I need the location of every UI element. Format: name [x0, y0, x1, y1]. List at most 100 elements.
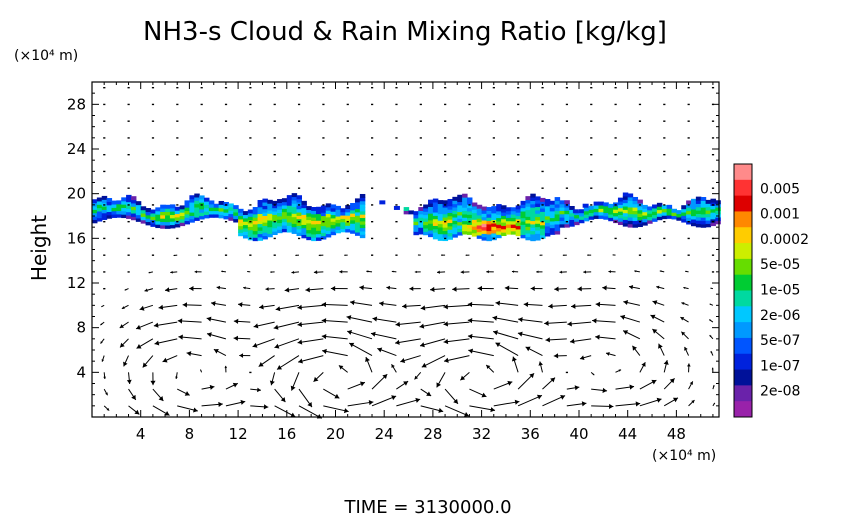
wind-vector — [395, 220, 398, 223]
y-axis-unit: (×10⁴ m) — [14, 48, 78, 64]
cloud-cell — [281, 224, 288, 229]
wind-vector — [614, 170, 617, 173]
cloud-cell — [491, 212, 497, 217]
cloud-cell — [510, 224, 517, 228]
cloud-cell — [160, 211, 166, 216]
wind-vector — [273, 321, 300, 329]
cloud-cell — [228, 203, 234, 208]
cloud-cell — [291, 196, 298, 201]
cloud-cell — [423, 207, 429, 212]
cloud-cell — [335, 222, 341, 227]
wind-vector — [273, 237, 276, 240]
cloud-cell — [466, 200, 473, 205]
wind-vector-head — [120, 342, 125, 348]
cloud-cell — [491, 232, 497, 237]
wind-vector-head — [321, 318, 327, 324]
wind-vector — [346, 204, 349, 206]
cloud-cell — [437, 213, 444, 218]
wind-vector — [517, 103, 520, 106]
cloud-cell — [126, 204, 132, 209]
wind-vector — [151, 220, 155, 223]
cloud-cell — [554, 220, 561, 225]
cloud-cell — [647, 209, 653, 214]
cloud-cell — [520, 224, 527, 229]
wind-vector — [468, 237, 471, 240]
y-tick-label: 28 — [67, 95, 86, 113]
wind-vector-head — [669, 378, 675, 384]
cloud-cell — [106, 198, 113, 202]
wind-vector — [541, 120, 544, 122]
cloud-cell — [223, 212, 229, 217]
wind-vector-head — [592, 373, 595, 376]
cloud-cell — [535, 236, 541, 241]
wind-vector — [711, 271, 715, 273]
cloud-cell — [354, 201, 361, 206]
cloud-cell — [340, 221, 346, 226]
cloud-cell — [715, 206, 721, 211]
wind-vector — [276, 355, 300, 370]
wind-vector — [224, 86, 228, 89]
wind-vector — [249, 220, 252, 223]
wind-vector-head — [100, 341, 103, 344]
cloud-cell — [481, 219, 488, 224]
cloud-cell — [544, 209, 551, 214]
wind-vector — [419, 187, 422, 189]
cloud-cell — [130, 212, 137, 217]
wind-vector — [638, 120, 642, 122]
wind-vector-head — [295, 254, 297, 256]
cloud-cell — [272, 217, 278, 222]
cloud-cell — [530, 233, 536, 238]
cloud-cell — [510, 217, 517, 222]
cloud-cell — [476, 231, 483, 236]
wind-vector — [638, 204, 642, 206]
wind-vector-head — [681, 331, 686, 336]
cloud-cell — [432, 211, 439, 216]
wind-vector-head — [400, 358, 406, 363]
cloud-cell — [106, 208, 113, 213]
colorbar-label: 1e-05 — [760, 283, 800, 299]
cloud-cell — [549, 210, 556, 215]
cloud-cell — [291, 209, 298, 214]
wind-vector — [176, 103, 179, 106]
cloud-cell — [705, 223, 712, 228]
wind-vector — [224, 137, 228, 139]
cloud-cell — [554, 227, 561, 232]
cloud-cell — [92, 219, 98, 224]
cloud-cell — [423, 221, 429, 226]
cloud-cell — [481, 233, 488, 238]
cloud-cell — [457, 208, 463, 213]
cloud-cell — [130, 196, 137, 201]
wind-vector — [468, 153, 471, 156]
wind-vector-head — [210, 301, 216, 307]
cloud-cell — [96, 200, 103, 205]
cloud-cell — [613, 212, 619, 217]
cloud-cell — [700, 217, 707, 222]
cloud-cell — [393, 205, 400, 210]
wind-vector — [565, 86, 569, 89]
wind-vector-head — [511, 356, 517, 362]
colorbar-label: 0.001 — [760, 207, 800, 223]
cloud-cell — [325, 213, 332, 218]
wind-vector — [663, 187, 666, 189]
cloud-cell — [637, 199, 643, 204]
cloud-cell — [535, 226, 541, 231]
cloud-cell — [496, 217, 502, 222]
x-tick-label: 12 — [229, 425, 248, 443]
wind-vector — [273, 120, 276, 122]
cloud-cell — [199, 208, 205, 213]
wind-vector — [249, 103, 252, 106]
cloud-cell — [564, 210, 570, 215]
cloud-cell — [189, 211, 195, 216]
cloud-cell — [617, 214, 624, 219]
cloud-cell — [471, 209, 478, 214]
cloud-cell — [291, 219, 298, 224]
wind-vector-head — [571, 303, 576, 309]
cloud-cell — [286, 205, 293, 210]
cloud-cell — [92, 212, 98, 217]
cloud-cell — [242, 214, 249, 219]
cloud-cell — [554, 207, 561, 212]
cloud-cell — [423, 227, 429, 232]
wind-vector-head — [370, 331, 376, 337]
wind-vector-head — [139, 305, 145, 311]
wind-vector — [614, 120, 617, 122]
